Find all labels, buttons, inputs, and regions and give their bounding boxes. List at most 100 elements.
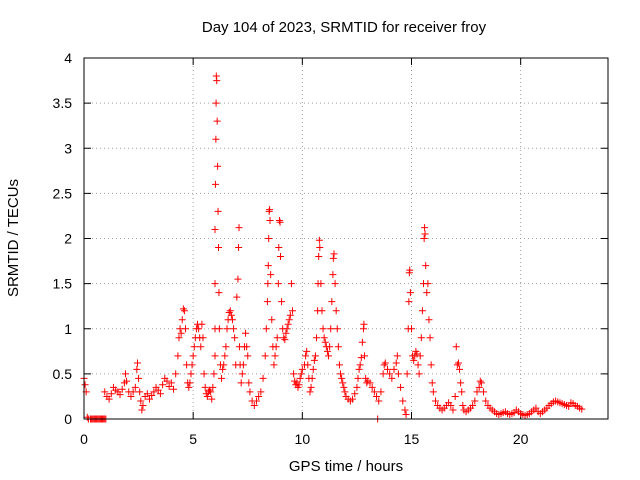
data-point-plus	[235, 244, 243, 252]
data-point-plus	[379, 370, 387, 378]
data-point-plus	[284, 320, 292, 328]
data-point-plus	[209, 383, 217, 391]
data-point-plus	[276, 218, 284, 226]
data-point-plus	[399, 397, 407, 405]
data-point-plus	[215, 289, 223, 297]
data-point-plus	[337, 370, 345, 378]
data-point-plus	[383, 365, 391, 373]
data-point-plus	[266, 206, 274, 214]
data-point-plus	[429, 388, 437, 396]
data-point-plus	[417, 334, 425, 342]
data-point-plus	[271, 352, 279, 360]
data-point-plus	[334, 343, 342, 351]
data-point-plus	[408, 325, 415, 333]
data-point-plus	[245, 379, 253, 387]
data-point-plus	[313, 334, 321, 342]
data-point-plus	[532, 404, 540, 412]
data-point-plus	[213, 77, 221, 85]
data-point-plus	[261, 352, 269, 360]
data-point-plus	[275, 244, 283, 252]
data-point-plus	[231, 334, 239, 342]
data-point-plus	[186, 379, 194, 387]
data-point-plus	[459, 401, 467, 409]
data-point-plus	[265, 235, 273, 242]
data-point-plus	[197, 343, 205, 351]
data-point-plus	[426, 334, 434, 342]
data-point-plus	[388, 374, 396, 382]
data-point-plus	[211, 225, 219, 233]
data-point-plus	[154, 386, 162, 394]
data-point-plus	[321, 338, 329, 346]
data-point-plus	[259, 374, 267, 382]
data-point-plus	[414, 361, 422, 369]
data-point-plus	[200, 370, 208, 378]
data-point-plus	[178, 316, 186, 324]
data-point-plus	[452, 343, 460, 351]
y-axis-label: SRMTID / TECUs	[5, 179, 22, 297]
data-point-plus	[397, 383, 405, 391]
data-point-plus	[81, 381, 89, 389]
data-point-plus	[340, 383, 348, 391]
data-point-plus	[121, 370, 129, 378]
data-point-plus	[406, 266, 414, 274]
y-axis-ticks: 0 0.5 1 1.5 2 2.5 3 3.5 4	[53, 50, 608, 427]
data-point-plus	[175, 334, 183, 342]
data-point-plus	[354, 374, 362, 382]
data-point-plus	[246, 388, 254, 396]
data-point-plus	[323, 347, 331, 355]
data-point-plus	[274, 280, 282, 288]
data-point-plus	[295, 381, 303, 389]
data-point-plus	[223, 325, 231, 333]
data-point-plus	[211, 280, 219, 288]
data-point-plus	[306, 388, 314, 396]
data-point-plus	[432, 397, 440, 405]
data-point-plus	[116, 391, 124, 399]
data-point-plus	[310, 356, 318, 364]
data-point-plus	[150, 388, 158, 396]
data-point-plus	[402, 410, 410, 418]
data-point-plus	[415, 370, 423, 378]
data-point-plus	[264, 280, 272, 288]
data-point-plus	[405, 298, 413, 306]
data-point-plus	[381, 359, 389, 367]
data-point-plus	[208, 395, 216, 403]
data-point-plus	[230, 325, 238, 333]
data-point-plus	[339, 379, 347, 387]
data-point-plus	[211, 180, 219, 188]
data-point-plus	[226, 307, 234, 315]
data-point-plus	[471, 397, 479, 405]
data-point-plus	[195, 325, 203, 333]
data-point-plus	[174, 352, 182, 360]
data-point-plus	[353, 383, 361, 391]
data-point-plus	[356, 361, 364, 369]
data-point-plus	[268, 316, 276, 324]
data-point-plus	[333, 325, 341, 333]
data-point-plus	[277, 253, 284, 261]
data-point-plus	[105, 395, 113, 403]
data-point-plus	[238, 370, 246, 378]
data-point-plus	[243, 343, 251, 351]
data-point-plus	[167, 379, 175, 387]
data-point-plus	[198, 320, 206, 328]
data-point-plus	[320, 334, 328, 342]
x-tick-label: 0	[80, 431, 88, 447]
data-point-plus	[273, 334, 281, 342]
data-point-plus	[190, 343, 198, 351]
data-point-plus	[373, 392, 381, 400]
data-point-plus	[327, 325, 335, 333]
data-point-plus	[219, 365, 227, 373]
data-point-plus	[107, 390, 115, 398]
data-point-plus	[315, 236, 323, 244]
data-point-plus	[349, 395, 357, 403]
data-point-plus	[482, 397, 490, 405]
data-point-plus	[213, 117, 221, 125]
data-point-plus	[135, 374, 143, 382]
data-point-plus	[257, 388, 265, 396]
data-point-plus	[454, 359, 462, 367]
data-point-plus	[177, 329, 185, 337]
data-point-plus	[427, 361, 435, 369]
data-point-plus	[421, 224, 429, 232]
data-point-plus	[286, 311, 294, 319]
x-axis-label: GPS time / hours	[289, 458, 403, 475]
